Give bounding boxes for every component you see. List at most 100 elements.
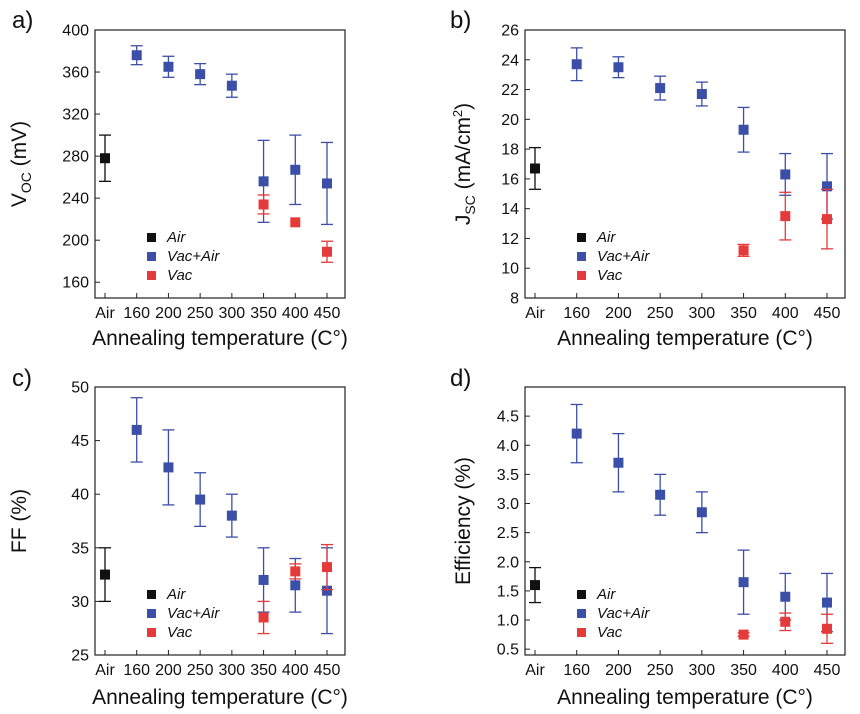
y-tick-label: 40 bbox=[71, 487, 89, 504]
x-tick-label: 200 bbox=[155, 305, 182, 322]
y-tick-label: 2.0 bbox=[497, 554, 519, 571]
legend-marker bbox=[577, 628, 586, 637]
legend-marker bbox=[147, 628, 156, 637]
y-tick-label: 320 bbox=[62, 107, 89, 124]
x-tick-label: 200 bbox=[605, 305, 632, 322]
data-point-vac bbox=[290, 566, 301, 577]
data-point-vac bbox=[258, 199, 269, 210]
y-tick-label: 20 bbox=[501, 112, 519, 129]
data-point-vac bbox=[258, 612, 269, 623]
data-point-vac bbox=[290, 217, 301, 228]
y-tick-label: 25 bbox=[71, 648, 89, 665]
y-tick-label: 45 bbox=[71, 433, 89, 450]
y-tick-label: 14 bbox=[501, 201, 519, 218]
panel-b: b) 8 10 12 14 16 18 20 22 24 26 Air 160 200 250 300 350 4… bbox=[450, 7, 846, 350]
y-tick-label: 16 bbox=[501, 171, 519, 188]
y-axis-title: Efficiency (%) bbox=[452, 457, 475, 585]
data-point-vac bbox=[322, 246, 332, 257]
y-axis-title: VOC (mV) bbox=[8, 121, 34, 207]
y-tick-label: 240 bbox=[62, 191, 89, 208]
y-tick-label: 4.0 bbox=[497, 438, 519, 455]
data-point-vac-air bbox=[780, 591, 791, 602]
legend-label: Vac+Air bbox=[597, 605, 650, 622]
legend-marker bbox=[577, 609, 586, 618]
data-point-vac-air bbox=[258, 574, 269, 585]
panel-label: a) bbox=[12, 7, 33, 34]
data-point-vac-air bbox=[613, 457, 624, 468]
data-point-vac-air bbox=[290, 164, 301, 175]
panel-label: b) bbox=[450, 7, 471, 34]
x-tick-label: 350 bbox=[250, 305, 277, 322]
y-tick-label: 30 bbox=[71, 594, 89, 611]
data-point-vac-air bbox=[163, 462, 174, 473]
data-point-vac bbox=[822, 214, 832, 225]
data-point-vac bbox=[822, 623, 832, 634]
legend-marker bbox=[147, 271, 156, 280]
data-point-vac-air bbox=[655, 489, 666, 500]
x-tick-label: 160 bbox=[563, 662, 590, 679]
data-point-vac-air bbox=[613, 62, 624, 73]
data-point-vac-air bbox=[322, 178, 332, 189]
data-point-vac-air bbox=[290, 580, 301, 591]
data-point-vac-air bbox=[822, 181, 832, 192]
data-point-vac-air bbox=[780, 169, 791, 180]
data-point-vac-air bbox=[655, 83, 666, 94]
x-tick-label: 400 bbox=[772, 662, 799, 679]
data-point-vac-air bbox=[322, 585, 332, 596]
y-axis-title: FF (%) bbox=[8, 489, 31, 553]
x-axis-title: Annealing temperature (C°) bbox=[92, 686, 348, 709]
y-tick-label: 18 bbox=[501, 142, 519, 159]
x-tick-label: 450 bbox=[314, 662, 341, 679]
legend-label: Air bbox=[166, 586, 186, 603]
x-tick-label: 300 bbox=[219, 662, 246, 679]
y-tick-label: 360 bbox=[62, 65, 89, 82]
legend-label: Vac bbox=[167, 267, 193, 284]
x-tick-label: 160 bbox=[563, 305, 590, 322]
x-tick-label: 250 bbox=[187, 305, 214, 322]
panel-d: d) 0.5 1.0 1.5 2.0 2.5 3.0 3.5 4.0 4.5 Air 160 200 25… bbox=[450, 365, 846, 709]
y-tick-label: 50 bbox=[71, 380, 89, 397]
x-tick-label: 350 bbox=[250, 662, 277, 679]
data-point-vac bbox=[738, 245, 749, 256]
data-point-vac-air bbox=[195, 494, 206, 505]
data-point-vac-air bbox=[696, 507, 707, 518]
x-tick-label: Air bbox=[95, 662, 115, 679]
legend-label: Air bbox=[596, 229, 616, 246]
data-point-vac-air bbox=[226, 80, 237, 91]
plot-frame bbox=[94, 29, 346, 299]
panel-label: d) bbox=[450, 365, 471, 392]
y-tick-label: 26 bbox=[501, 23, 519, 40]
data-point-air bbox=[100, 569, 110, 580]
y-tick-label: 2.5 bbox=[497, 525, 519, 542]
y-axis-title: JSC (mA/cm2) bbox=[450, 103, 478, 225]
data-point-vac-air bbox=[822, 597, 832, 608]
x-tick-label: 350 bbox=[730, 305, 757, 322]
y-tick-label: 0.5 bbox=[497, 642, 519, 659]
legend-label: Vac+Air bbox=[597, 248, 650, 265]
y-tick-label: 1.5 bbox=[497, 583, 519, 600]
legend-label: Air bbox=[596, 586, 616, 603]
x-tick-label: 300 bbox=[689, 662, 716, 679]
x-tick-label: 300 bbox=[219, 305, 246, 322]
data-point-air bbox=[530, 163, 540, 174]
data-point-vac bbox=[780, 211, 791, 222]
data-point-vac-air bbox=[131, 50, 142, 61]
y-tick-label: 400 bbox=[62, 23, 89, 40]
x-tick-label: 200 bbox=[605, 662, 632, 679]
legend-label: Vac bbox=[597, 267, 623, 284]
x-tick-label: Air bbox=[95, 305, 115, 322]
data-point-vac bbox=[780, 616, 791, 627]
x-tick-label: 200 bbox=[155, 662, 182, 679]
legend-marker bbox=[577, 271, 586, 280]
panel-a: a) 160 200 240 280 320 360 400 Air 160 200 250 300 35… bbox=[8, 7, 348, 350]
legend-label: Vac bbox=[597, 624, 623, 641]
y-tick-label: 12 bbox=[501, 231, 519, 248]
x-tick-label: 250 bbox=[647, 662, 674, 679]
legend-marker bbox=[577, 590, 586, 599]
data-point-vac-air bbox=[163, 61, 174, 72]
x-tick-label: 300 bbox=[689, 305, 716, 322]
legend-label: Vac+Air bbox=[167, 605, 220, 622]
data-point-vac-air bbox=[131, 424, 142, 435]
x-tick-label: 400 bbox=[282, 305, 309, 322]
x-tick-label: 400 bbox=[772, 305, 799, 322]
